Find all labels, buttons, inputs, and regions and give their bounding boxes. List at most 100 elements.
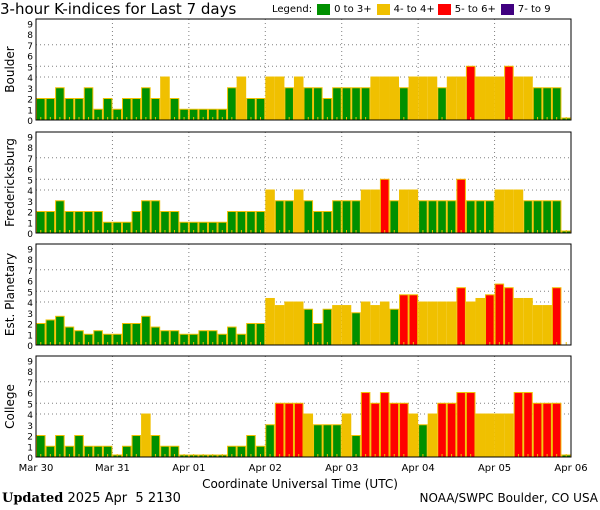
bar: [494, 76, 505, 121]
panel-label-college: College: [3, 384, 17, 429]
bar: [64, 98, 75, 121]
bar: [494, 189, 505, 234]
bar: [341, 87, 352, 121]
bar: [504, 287, 514, 346]
credit-text: NOAA/SWPC Boulder, CO USA: [419, 491, 598, 505]
bar: [485, 200, 495, 234]
bar: [408, 76, 419, 121]
bar: [389, 402, 400, 458]
bar: [255, 98, 266, 121]
y-tick-label: 4: [27, 411, 33, 421]
bar: [246, 435, 256, 458]
bar: [437, 200, 447, 234]
bar: [379, 178, 390, 234]
bar: [83, 211, 94, 234]
bar: [379, 76, 390, 121]
bar: [313, 323, 323, 346]
bar: [284, 402, 294, 458]
bar: [485, 76, 495, 121]
bar: [360, 301, 371, 346]
bar: [131, 323, 142, 346]
y-tick-label: 7: [27, 155, 33, 165]
y-tick-label: 5: [27, 400, 33, 410]
bar: [313, 87, 323, 121]
bar: [532, 402, 543, 458]
bar: [379, 301, 390, 346]
bar: [446, 76, 457, 121]
bar: [341, 413, 352, 458]
bar: [265, 189, 275, 234]
bar: [131, 435, 142, 458]
y-tick-label: 8: [27, 368, 33, 378]
x-tick-label: Apr 06: [554, 463, 587, 474]
x-tick-label: Apr 04: [402, 463, 435, 474]
y-tick-label: 7: [27, 379, 33, 389]
bar: [418, 301, 428, 346]
y-tick-label: 0: [27, 342, 33, 352]
bar: [246, 323, 256, 346]
bar: [551, 87, 562, 121]
bar: [379, 392, 390, 458]
y-tick-label: 4: [27, 74, 33, 84]
bar: [74, 435, 84, 458]
y-tick-label: 3: [27, 310, 33, 320]
bar: [551, 287, 562, 346]
bar: [341, 200, 352, 234]
bar: [475, 413, 486, 458]
bar: [36, 435, 46, 458]
bar: [322, 308, 333, 346]
bar: [45, 211, 56, 234]
bar: [532, 200, 543, 234]
y-tick-label: 2: [27, 433, 33, 443]
bar: [74, 211, 84, 234]
bar: [293, 189, 304, 234]
bar: [504, 413, 514, 458]
bar: [169, 211, 180, 234]
bar: [150, 435, 161, 458]
bar: [360, 392, 371, 458]
bar: [284, 200, 294, 234]
y-tick-label: 3: [27, 198, 33, 208]
bar: [265, 76, 275, 121]
y-tick-label: 0: [27, 454, 33, 464]
bar: [293, 402, 304, 458]
bar: [303, 413, 314, 458]
bar: [274, 200, 285, 234]
bar: [513, 76, 524, 121]
x-tick-label: Apr 05: [478, 463, 511, 474]
y-tick-label: 1: [27, 331, 33, 341]
bar: [36, 323, 46, 346]
bar: [332, 200, 342, 234]
bar: [322, 211, 333, 234]
bar: [36, 98, 46, 121]
bar: [141, 87, 151, 121]
y-tick-label: 9: [27, 357, 33, 367]
bar: [542, 87, 552, 121]
bar: [322, 98, 333, 121]
y-tick-label: 2: [27, 321, 33, 331]
bar: [360, 87, 371, 121]
bar: [399, 189, 409, 234]
bar: [55, 200, 65, 234]
bar: [475, 297, 486, 346]
bar: [332, 87, 342, 121]
bar: [141, 200, 151, 234]
bar: [465, 65, 476, 121]
bar: [236, 76, 247, 121]
legend-entry: 7- to 9: [517, 4, 551, 15]
bar: [523, 392, 533, 458]
y-tick-label: 1: [27, 219, 33, 229]
bar: [360, 189, 371, 234]
y-tick-label: 2: [27, 209, 33, 219]
bar: [446, 200, 457, 234]
bar: [532, 305, 543, 346]
k-index-chart: 0123456789Boulder0123456789Fredericksbur…: [3, 18, 588, 474]
bar: [93, 211, 103, 234]
bar: [150, 200, 161, 234]
y-tick-label: 3: [27, 85, 33, 95]
bar: [494, 283, 505, 346]
bar: [542, 305, 552, 346]
bar: [494, 413, 505, 458]
bar: [523, 200, 533, 234]
bar: [370, 76, 380, 121]
